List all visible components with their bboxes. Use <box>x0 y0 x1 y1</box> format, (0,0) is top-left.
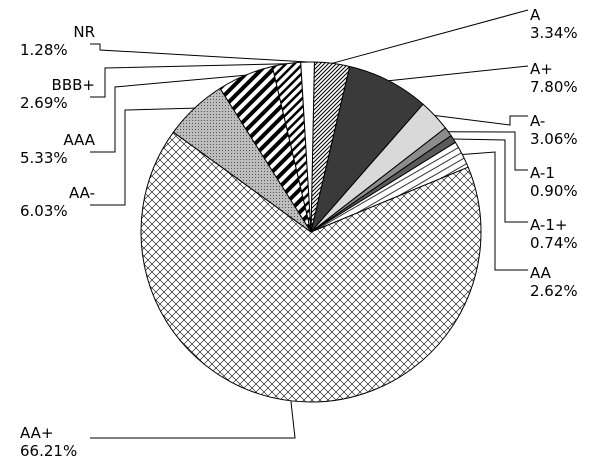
leader-line <box>434 115 528 126</box>
slice-label: A- <box>530 112 545 130</box>
slice-value-label: 2.69% <box>20 94 68 112</box>
leader-line <box>448 131 528 171</box>
leader-line <box>453 138 528 223</box>
slice-value-label: 3.34% <box>530 24 578 42</box>
leader-line <box>388 65 529 82</box>
slice-label: A <box>530 6 541 24</box>
slice-value-label: 3.06% <box>530 130 578 148</box>
slice-value-label: 7.80% <box>530 78 578 96</box>
slice-label: A-1 <box>530 164 555 182</box>
pie-slices <box>140 61 482 403</box>
slice-label: AA <box>530 264 552 282</box>
slice-label: A-1+ <box>530 216 567 234</box>
slice-value-label: 5.33% <box>20 149 68 167</box>
slice-value-label: 1.28% <box>20 41 68 59</box>
leader-line <box>332 9 529 64</box>
leader-line <box>90 43 308 63</box>
slice-value-label: 66.21% <box>20 442 77 460</box>
slice-label: AA+ <box>20 424 54 442</box>
leader-lines <box>90 9 529 439</box>
slice-labels: A3.34%A+7.80%A-3.06%A-10.90%A-1+0.74%AA2… <box>20 6 578 460</box>
leader-line <box>90 74 246 153</box>
slice-label: AA- <box>69 184 95 202</box>
leader-line <box>90 400 296 439</box>
slice-label: NR <box>73 23 95 41</box>
slice-value-label: 0.90% <box>530 182 578 200</box>
slice-label: BBB+ <box>52 76 95 94</box>
slice-label: AAA <box>63 131 95 149</box>
leader-line <box>90 63 287 98</box>
slice-value-label: 2.62% <box>530 282 578 300</box>
slice-value-label: 6.03% <box>20 202 68 220</box>
slice-value-label: 0.74% <box>530 234 578 252</box>
slice-label: A+ <box>530 60 553 78</box>
leader-line <box>462 151 528 271</box>
leader-line <box>90 107 195 206</box>
